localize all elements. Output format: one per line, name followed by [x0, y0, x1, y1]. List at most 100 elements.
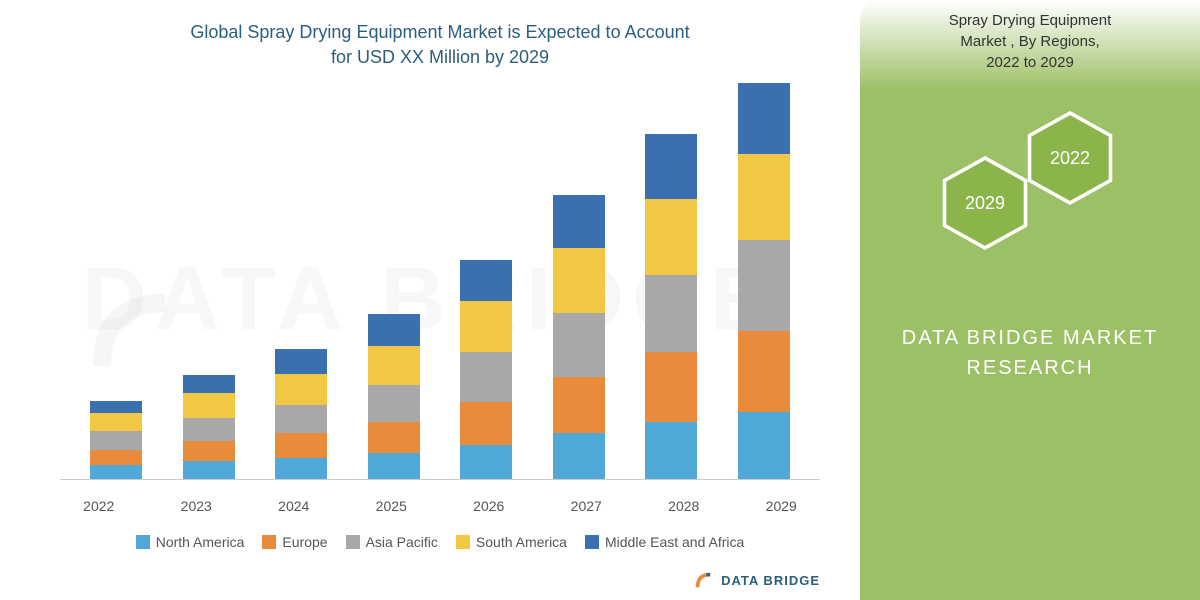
hexagon-group: 2029 2022	[880, 103, 1180, 283]
bar-segment	[460, 445, 512, 480]
bar-segment	[183, 441, 235, 461]
x-axis-label: 2028	[654, 498, 714, 514]
stacked-bar	[460, 260, 512, 480]
legend-item: South America	[456, 534, 567, 550]
bar-segment	[553, 195, 605, 248]
stacked-bar	[275, 349, 327, 480]
legend-swatch	[456, 535, 470, 549]
stacked-bar	[183, 375, 235, 479]
bar-segment	[275, 458, 327, 479]
hexagon-2029-label: 2029	[965, 193, 1005, 214]
brand-text: DATA BRIDGE MARKET RESEARCH	[880, 323, 1180, 383]
legend-item: Middle East and Africa	[585, 534, 744, 550]
bar-segment	[368, 346, 420, 386]
legend-label: North America	[156, 534, 245, 550]
bar-group	[456, 260, 516, 480]
chart-title: Global Spray Drying Equipment Market is …	[40, 20, 840, 70]
chart-area: DATA BRIDGE Global Spray Drying Equipmen…	[0, 0, 860, 600]
x-axis-label: 2024	[264, 498, 324, 514]
bar-segment	[90, 431, 142, 449]
bar-segment	[368, 453, 420, 479]
bar-segment	[90, 413, 142, 431]
x-axis-label: 2022	[69, 498, 129, 514]
chart-title-line1: Global Spray Drying Equipment Market is …	[190, 22, 689, 42]
side-title-line2: Market , By Regions,	[960, 33, 1099, 50]
hexagon-2022-label: 2022	[1050, 148, 1090, 169]
stacked-bar	[368, 314, 420, 479]
side-title-line3: 2022 to 2029	[986, 54, 1074, 71]
legend-swatch	[346, 535, 360, 549]
bar-segment	[275, 349, 327, 374]
bar-group	[179, 375, 239, 479]
bar-segment	[275, 374, 327, 405]
bar-segment	[183, 375, 235, 393]
x-axis-labels: 20222023202420252026202720282029	[40, 488, 840, 514]
bar-segment	[183, 461, 235, 479]
bar-segment	[90, 465, 142, 480]
bar-segment	[645, 275, 697, 353]
bar-segment	[183, 393, 235, 418]
legend-label: South America	[476, 534, 567, 550]
brand-line1: DATA BRIDGE MARKET	[902, 327, 1158, 349]
bar-segment	[275, 405, 327, 433]
footer-logo: DATA BRIDGE	[691, 568, 820, 592]
chart-title-line2: for USD XX Million by 2029	[331, 47, 549, 67]
main-container: DATA BRIDGE Global Spray Drying Equipmen…	[0, 0, 1200, 600]
bar-segment	[183, 418, 235, 441]
stacked-bar	[738, 83, 790, 479]
chart-legend: North America Europe Asia Pacific South Ame…	[40, 534, 840, 550]
legend-swatch	[136, 535, 150, 549]
x-axis-label: 2027	[556, 498, 616, 514]
bar-segment	[90, 450, 142, 465]
bar-segment	[368, 314, 420, 345]
legend-label: Middle East and Africa	[605, 534, 744, 550]
bar-segment	[738, 154, 790, 240]
bar-segment	[368, 422, 420, 453]
legend-label: Asia Pacific	[366, 534, 438, 550]
bar-segment	[553, 377, 605, 433]
stacked-bar	[90, 401, 142, 479]
legend-item: Europe	[262, 534, 327, 550]
bar-segment	[275, 433, 327, 458]
bar-segment	[738, 83, 790, 154]
bar-segment	[90, 401, 142, 413]
footer-logo-icon	[691, 568, 715, 592]
x-axis-label: 2025	[361, 498, 421, 514]
x-axis-label: 2026	[459, 498, 519, 514]
bar-segment	[645, 199, 697, 275]
bar-segment	[553, 248, 605, 312]
legend-item: North America	[136, 534, 245, 550]
stacked-bar	[553, 195, 605, 479]
stacked-bar	[645, 134, 697, 479]
bar-group	[549, 195, 609, 479]
bar-segment	[645, 352, 697, 421]
brand-line2: RESEARCH	[966, 357, 1093, 379]
bar-segment	[553, 313, 605, 377]
x-axis-label: 2023	[166, 498, 226, 514]
bar-segment	[460, 301, 512, 352]
bar-group	[271, 349, 331, 480]
bar-segment	[460, 402, 512, 445]
legend-swatch	[585, 535, 599, 549]
bar-segment	[460, 260, 512, 301]
bar-segment	[645, 422, 697, 480]
bar-segment	[738, 240, 790, 331]
bar-segment	[368, 385, 420, 421]
side-panel-title: Spray Drying Equipment Market , By Regio…	[880, 10, 1180, 73]
footer-logo-text: DATA BRIDGE	[721, 573, 820, 588]
bars-container	[60, 100, 820, 480]
bar-group	[364, 314, 424, 479]
bar-group	[641, 134, 701, 479]
hexagon-2022: 2022	[1025, 108, 1115, 208]
bar-segment	[645, 134, 697, 198]
side-title-line1: Spray Drying Equipment	[949, 12, 1112, 29]
bar-segment	[553, 433, 605, 479]
hexagon-2029: 2029	[940, 153, 1030, 253]
bar-segment	[738, 412, 790, 480]
legend-item: Asia Pacific	[346, 534, 438, 550]
legend-label: Europe	[282, 534, 327, 550]
side-panel: Spray Drying Equipment Market , By Regio…	[860, 0, 1200, 600]
bar-segment	[460, 352, 512, 402]
bar-group	[734, 83, 794, 479]
bar-segment	[738, 331, 790, 412]
